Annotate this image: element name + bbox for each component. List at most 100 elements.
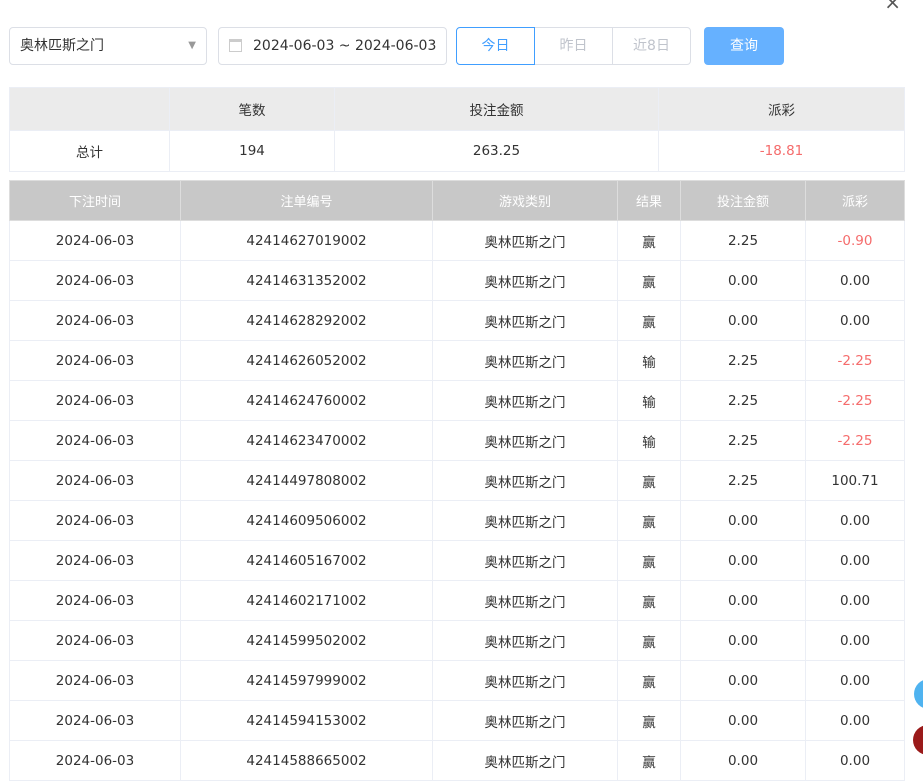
table-row[interactable]: 2024-06-03 42414609506002 奥林匹斯之门赢 0.00 0.00 xyxy=(9,500,905,541)
today-button[interactable]: 今日 xyxy=(456,27,535,65)
chevron-down-icon: ▼ xyxy=(188,40,196,51)
close-icon[interactable]: × xyxy=(884,0,901,14)
payout-cell: -2.25 xyxy=(805,340,905,381)
table-row[interactable]: 2024-06-03 42414597999002 奥林匹斯之门赢 0.00 0.00 xyxy=(9,660,905,701)
date-range-input[interactable]: 2024-06-03 ~ 2024-06-03 xyxy=(218,27,447,65)
bet-amount-cell: 0.00 xyxy=(680,540,806,581)
game-type-cell: 奥林匹斯之门 xyxy=(432,340,618,381)
payout-cell: 0.00 xyxy=(805,580,905,621)
summary-header: 笔数 xyxy=(169,87,335,131)
bet-time-cell: 2024-06-03 xyxy=(9,340,181,381)
game-type-cell: 奥林匹斯之门 xyxy=(432,660,618,701)
bet-id-cell: 42414594153002 xyxy=(180,700,433,741)
result-cell: 赢 xyxy=(617,660,681,701)
bet-id-cell: 42414602171002 xyxy=(180,580,433,621)
last-8-days-button[interactable]: 近8日 xyxy=(612,27,691,65)
bet-id-cell: 42414609506002 xyxy=(180,500,433,541)
table-row[interactable]: 2024-06-03 42414631352002 奥林匹斯之门赢 0.00 0.00 xyxy=(9,260,905,301)
payout-cell: 0.00 xyxy=(805,740,905,781)
result-cell: 赢 xyxy=(617,260,681,301)
bet-time-cell: 2024-06-03 xyxy=(9,580,181,621)
payout-cell: -0.90 xyxy=(805,220,905,261)
game-type-cell: 奥林匹斯之门 xyxy=(432,380,618,421)
table-row[interactable]: 2024-06-03 42414624760002 奥林匹斯之门输 2.25 -2.25 xyxy=(9,380,905,421)
bet-time-cell: 2024-06-03 xyxy=(9,300,181,341)
bet-id-cell: 42414623470002 xyxy=(180,420,433,461)
table-row[interactable]: 2024-06-03 42414602171002 奥林匹斯之门赢 0.00 0.00 xyxy=(9,580,905,621)
game-select[interactable]: 奥林匹斯之门 ▼ xyxy=(9,27,207,65)
table-row[interactable]: 2024-06-03 42414599502002 奥林匹斯之门赢 0.00 0.00 xyxy=(9,620,905,661)
table-row[interactable]: 2024-06-03 42414594153002 奥林匹斯之门赢 0.00 0.00 xyxy=(9,700,905,741)
bet-id-cell: 42414497808002 xyxy=(180,460,433,501)
bet-amount-cell: 0.00 xyxy=(680,660,806,701)
float-brand-button[interactable] xyxy=(913,725,923,755)
summary-header: 派彩 xyxy=(658,87,905,131)
column-header: 游戏类别 xyxy=(432,180,618,221)
game-type-cell: 奥林匹斯之门 xyxy=(432,500,618,541)
bet-time-cell: 2024-06-03 xyxy=(9,460,181,501)
result-cell: 赢 xyxy=(617,540,681,581)
game-type-cell: 奥林匹斯之门 xyxy=(432,540,618,581)
bet-id-cell: 42414624760002 xyxy=(180,380,433,421)
bet-id-cell: 42414627019002 xyxy=(180,220,433,261)
bet-amount-cell: 0.00 xyxy=(680,740,806,781)
table-row[interactable]: 2024-06-03 42414626052002 奥林匹斯之门输 2.25 -2.25 xyxy=(9,340,905,381)
summary-payout: -18.81 xyxy=(658,130,905,172)
game-type-cell: 奥林匹斯之门 xyxy=(432,620,618,661)
payout-cell: 0.00 xyxy=(805,300,905,341)
payout-cell: 0.00 xyxy=(805,660,905,701)
result-cell: 赢 xyxy=(617,740,681,781)
payout-cell: 0.00 xyxy=(805,260,905,301)
bet-time-cell: 2024-06-03 xyxy=(9,540,181,581)
bet-amount-cell: 0.00 xyxy=(680,700,806,741)
payout-cell: 0.00 xyxy=(805,540,905,581)
summary-table: 笔数 投注金额 派彩 总计 194 263.25 -18.81 xyxy=(9,87,905,172)
game-type-cell: 奥林匹斯之门 xyxy=(432,460,618,501)
game-type-cell: 奥林匹斯之门 xyxy=(432,580,618,621)
result-cell: 赢 xyxy=(617,300,681,341)
table-row[interactable]: 2024-06-03 42414497808002 奥林匹斯之门赢 2.25 100.7… xyxy=(9,460,905,501)
bet-amount-cell: 2.25 xyxy=(680,460,806,501)
bet-time-cell: 2024-06-03 xyxy=(9,220,181,261)
table-row[interactable]: 2024-06-03 42414627019002 奥林匹斯之门赢 2.25 -0.90 xyxy=(9,220,905,261)
summary-count: 194 xyxy=(169,130,335,172)
table-row[interactable]: 2024-06-03 42414605167002 奥林匹斯之门赢 0.00 0.00 xyxy=(9,540,905,581)
bet-id-cell: 42414631352002 xyxy=(180,260,433,301)
payout-cell: 100.71 xyxy=(805,460,905,501)
game-select-value: 奥林匹斯之门 xyxy=(20,38,104,54)
result-cell: 输 xyxy=(617,380,681,421)
result-cell: 输 xyxy=(617,340,681,381)
bet-id-cell: 42414626052002 xyxy=(180,340,433,381)
bet-time-cell: 2024-06-03 xyxy=(9,500,181,541)
bet-amount-cell: 2.25 xyxy=(680,420,806,461)
payout-cell: -2.25 xyxy=(805,380,905,421)
bet-time-cell: 2024-06-03 xyxy=(9,740,181,781)
query-button[interactable]: 查询 xyxy=(704,27,784,65)
result-cell: 赢 xyxy=(617,620,681,661)
table-row[interactable]: 2024-06-03 42414588665002 奥林匹斯之门赢 0.00 0.00 xyxy=(9,740,905,781)
yesterday-button[interactable]: 昨日 xyxy=(534,27,613,65)
column-header: 结果 xyxy=(617,180,681,221)
summary-amount: 263.25 xyxy=(334,130,659,172)
bet-amount-cell: 2.25 xyxy=(680,220,806,261)
bet-amount-cell: 0.00 xyxy=(680,300,806,341)
table-row[interactable]: 2024-06-03 42414628292002 奥林匹斯之门赢 0.00 0.00 xyxy=(9,300,905,341)
bet-amount-cell: 2.25 xyxy=(680,340,806,381)
result-cell: 赢 xyxy=(617,580,681,621)
summary-header xyxy=(9,87,170,131)
quick-date-group: 今日 昨日 近8日 xyxy=(456,27,691,65)
float-help-button[interactable] xyxy=(914,679,923,709)
game-type-cell: 奥林匹斯之门 xyxy=(432,420,618,461)
bet-time-cell: 2024-06-03 xyxy=(9,420,181,461)
payout-cell: -2.25 xyxy=(805,420,905,461)
table-row[interactable]: 2024-06-03 42414623470002 奥林匹斯之门输 2.25 -2.25 xyxy=(9,420,905,461)
result-cell: 赢 xyxy=(617,220,681,261)
bet-id-cell: 42414605167002 xyxy=(180,540,433,581)
bet-time-cell: 2024-06-03 xyxy=(9,620,181,661)
column-header: 下注时间 xyxy=(9,180,181,221)
bet-time-cell: 2024-06-03 xyxy=(9,380,181,421)
bet-time-cell: 2024-06-03 xyxy=(9,700,181,741)
summary-header: 投注金额 xyxy=(334,87,659,131)
payout-cell: 0.00 xyxy=(805,620,905,661)
result-cell: 赢 xyxy=(617,500,681,541)
